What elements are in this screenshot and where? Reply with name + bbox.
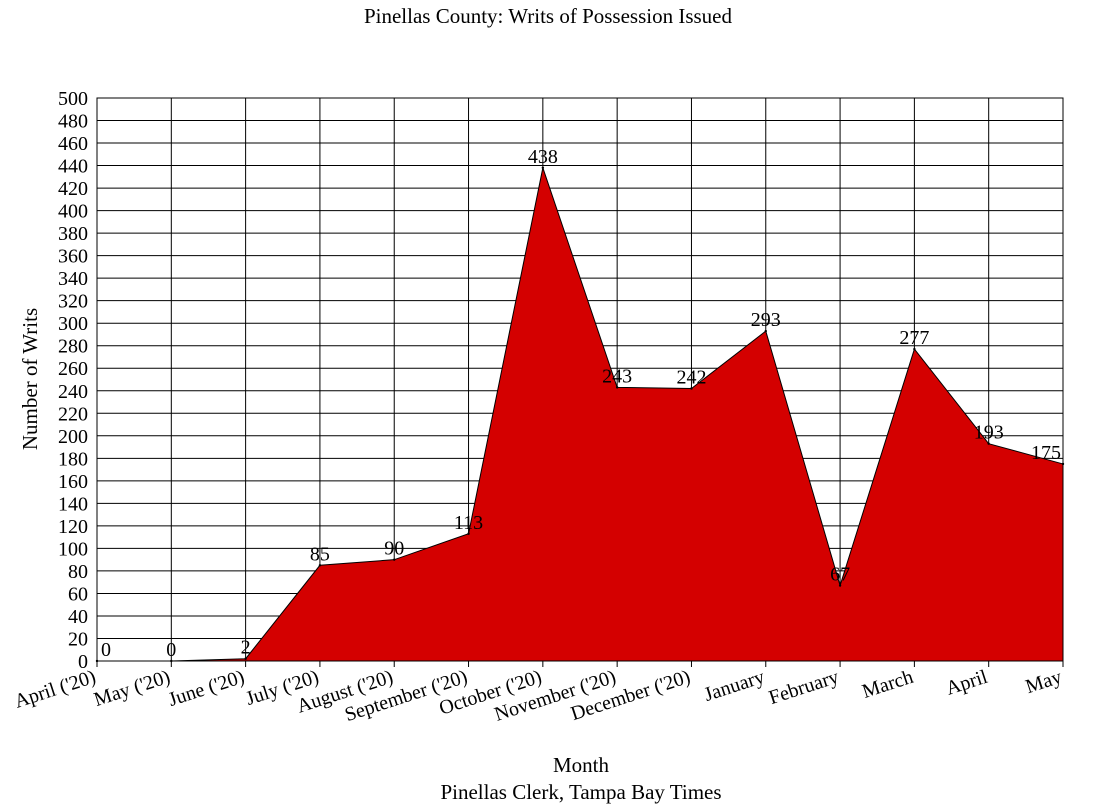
y-tick-label: 20 bbox=[68, 628, 88, 650]
data-labels: 0 0 2 85 90 113 438 243 242 293 67 277 193 175 bbox=[101, 146, 1061, 661]
data-label: 438 bbox=[528, 146, 558, 168]
y-tick-label: 160 bbox=[58, 471, 88, 493]
y-tick-label: 80 bbox=[68, 561, 88, 583]
data-label: 293 bbox=[751, 309, 781, 331]
y-tick-label: 0 bbox=[78, 651, 88, 673]
y-tick-label: 100 bbox=[58, 538, 88, 560]
data-point bbox=[467, 532, 470, 535]
data-point bbox=[244, 657, 247, 660]
y-tick-label: 300 bbox=[58, 313, 88, 335]
x-axis-ticks: April ('20)May ('20)June ('20)July ('20)… bbox=[12, 661, 1065, 726]
y-tick-label: 120 bbox=[58, 516, 88, 538]
x-tick-label: April bbox=[943, 666, 990, 700]
y-tick-label: 360 bbox=[58, 246, 88, 268]
y-tick-label: 380 bbox=[58, 223, 88, 245]
data-point bbox=[615, 386, 619, 389]
y-tick-label: 60 bbox=[68, 583, 88, 605]
data-label: 0 bbox=[101, 639, 111, 661]
y-tick-label: 500 bbox=[58, 88, 88, 110]
data-label: 175 bbox=[1031, 442, 1061, 464]
data-label: 67 bbox=[830, 564, 850, 586]
x-tick-label: May ('20) bbox=[91, 666, 173, 711]
data-point bbox=[838, 584, 842, 587]
data-point bbox=[987, 442, 990, 445]
x-tick-label: April ('20) bbox=[12, 666, 99, 713]
plot-frame bbox=[96, 97, 1064, 662]
x-tick-label: March bbox=[859, 666, 915, 703]
y-axis-ticks: 0204060801001201401601802002202402602803… bbox=[58, 88, 88, 673]
y-tick-label: 220 bbox=[58, 403, 88, 425]
y-tick-label: 340 bbox=[58, 268, 88, 290]
data-label: 243 bbox=[602, 365, 632, 387]
data-point bbox=[913, 347, 916, 351]
y-tick-label: 180 bbox=[58, 448, 88, 470]
data-label: 113 bbox=[454, 512, 483, 534]
y-tick-label: 200 bbox=[58, 426, 88, 448]
x-tick-label: June ('20) bbox=[166, 666, 248, 711]
y-tick-label: 400 bbox=[58, 201, 88, 223]
x-axis-title: Month bbox=[553, 753, 610, 777]
x-tick-label: January bbox=[701, 666, 767, 706]
data-label: 0 bbox=[166, 639, 176, 661]
x-tick-label: February bbox=[766, 666, 841, 709]
y-tick-label: 260 bbox=[58, 358, 88, 380]
data-point bbox=[541, 166, 545, 170]
y-tick-label: 280 bbox=[58, 336, 88, 358]
data-point bbox=[318, 564, 322, 567]
y-tick-label: 320 bbox=[58, 291, 88, 313]
data-label: 277 bbox=[899, 327, 929, 349]
data-label: 242 bbox=[676, 367, 706, 389]
data-label: 90 bbox=[384, 538, 404, 560]
y-tick-label: 240 bbox=[58, 381, 88, 403]
data-point bbox=[764, 329, 767, 333]
y-tick-label: 440 bbox=[58, 156, 88, 178]
y-tick-label: 460 bbox=[58, 133, 88, 155]
data-point bbox=[690, 387, 693, 390]
data-label: 2 bbox=[241, 637, 251, 659]
y-tick-label: 40 bbox=[68, 606, 88, 628]
y-axis-title: Number of Writs bbox=[18, 308, 42, 450]
source-note: Pinellas Clerk, Tampa Bay Times bbox=[440, 780, 721, 804]
data-label: 85 bbox=[310, 543, 330, 565]
y-tick-label: 480 bbox=[58, 111, 88, 133]
y-tick-label: 420 bbox=[58, 178, 88, 200]
data-label: 193 bbox=[974, 422, 1004, 444]
data-point bbox=[393, 558, 396, 561]
y-tick-label: 140 bbox=[58, 493, 88, 515]
area-series bbox=[97, 165, 1064, 662]
chart-title: Pinellas County: Writs of Possession Iss… bbox=[364, 4, 733, 28]
x-tick-label: May bbox=[1023, 666, 1065, 698]
